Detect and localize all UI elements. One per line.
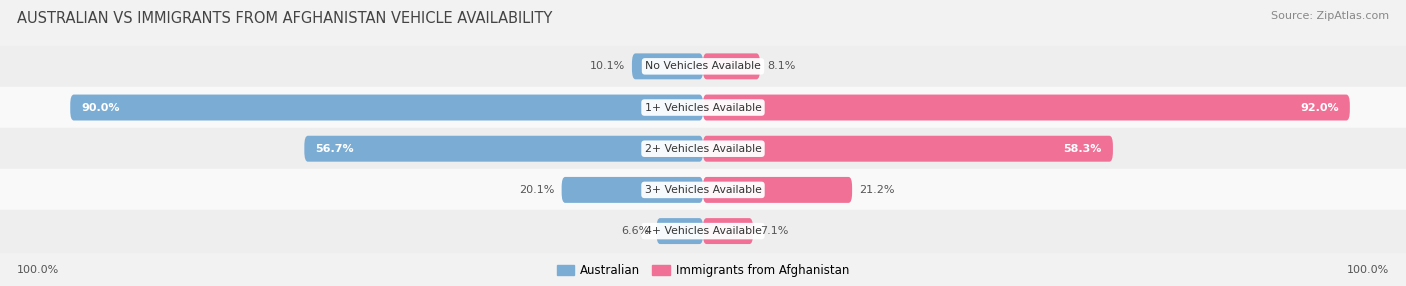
Text: 2+ Vehicles Available: 2+ Vehicles Available [644,144,762,154]
Bar [0,169,1406,210]
Text: 56.7%: 56.7% [315,144,354,154]
FancyBboxPatch shape [703,53,761,79]
Text: 10.1%: 10.1% [589,61,626,71]
FancyBboxPatch shape [561,177,703,203]
FancyBboxPatch shape [703,218,754,244]
FancyBboxPatch shape [657,218,703,244]
Bar [0,46,1406,87]
Text: 58.3%: 58.3% [1063,144,1102,154]
Text: Source: ZipAtlas.com: Source: ZipAtlas.com [1271,11,1389,21]
FancyBboxPatch shape [703,95,1350,120]
Text: 100.0%: 100.0% [17,265,59,275]
Text: No Vehicles Available: No Vehicles Available [645,61,761,71]
Text: 90.0%: 90.0% [82,103,120,112]
Text: 8.1%: 8.1% [768,61,796,71]
FancyBboxPatch shape [703,136,1114,162]
Text: 7.1%: 7.1% [759,226,789,236]
FancyBboxPatch shape [70,95,703,120]
Text: 92.0%: 92.0% [1301,103,1339,112]
Text: 1+ Vehicles Available: 1+ Vehicles Available [644,103,762,112]
Text: 3+ Vehicles Available: 3+ Vehicles Available [644,185,762,195]
Text: 21.2%: 21.2% [859,185,894,195]
Text: 4+ Vehicles Available: 4+ Vehicles Available [644,226,762,236]
Bar [0,87,1406,128]
Text: 6.6%: 6.6% [621,226,650,236]
Bar [0,210,1406,252]
FancyBboxPatch shape [631,53,703,79]
Bar [0,128,1406,169]
Text: 20.1%: 20.1% [519,185,554,195]
FancyBboxPatch shape [703,177,852,203]
FancyBboxPatch shape [304,136,703,162]
Legend: Australian, Immigrants from Afghanistan: Australian, Immigrants from Afghanistan [557,264,849,277]
Text: 100.0%: 100.0% [1347,265,1389,275]
Text: AUSTRALIAN VS IMMIGRANTS FROM AFGHANISTAN VEHICLE AVAILABILITY: AUSTRALIAN VS IMMIGRANTS FROM AFGHANISTA… [17,11,553,26]
